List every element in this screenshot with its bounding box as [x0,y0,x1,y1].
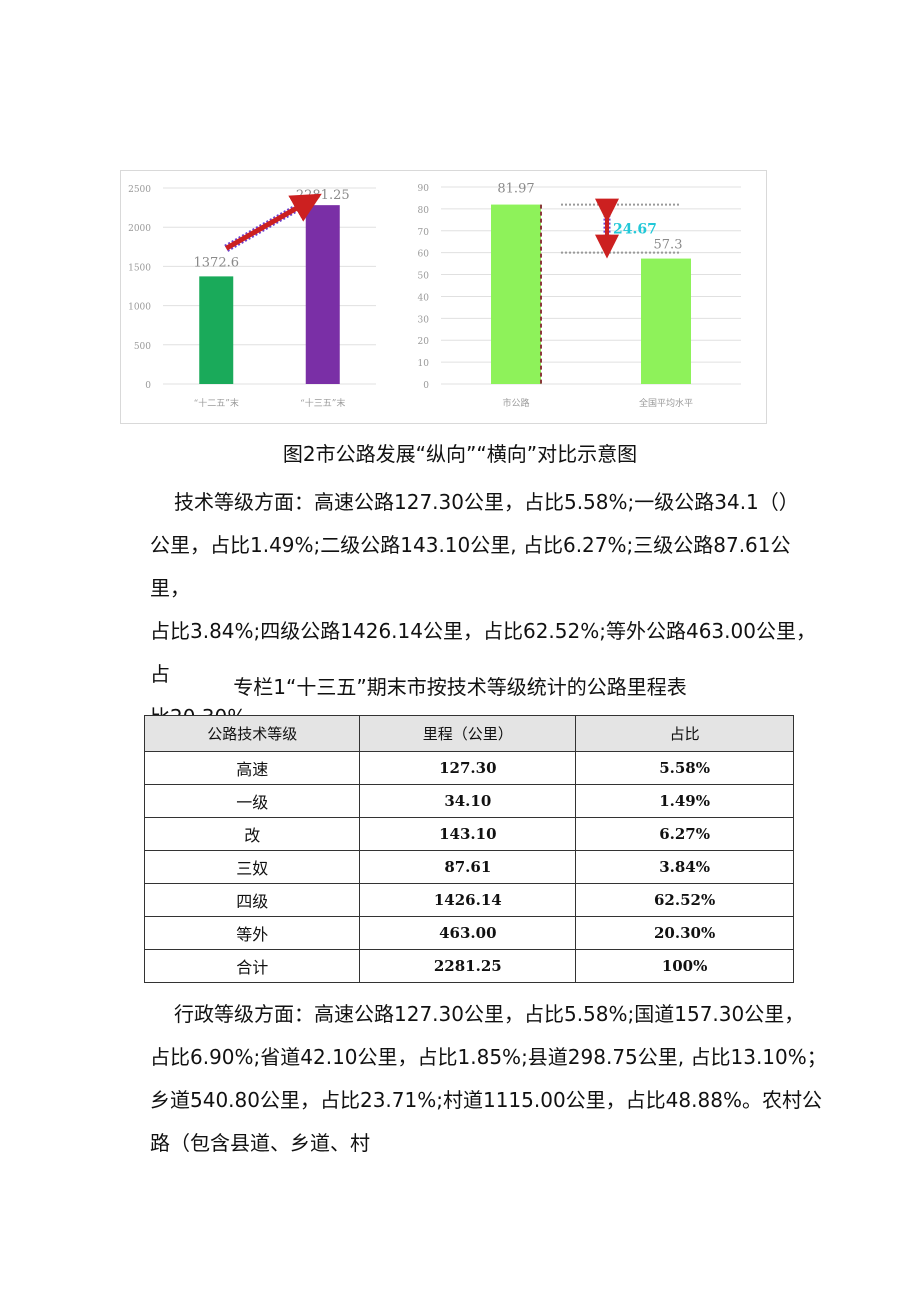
right-chart-bar [641,258,691,384]
cell-share: 6.27% [575,817,794,851]
cell-grade: 四级 [143,883,361,917]
cell-grade: 合计 [143,949,361,983]
table-row: 四级 1426.14 62.52% [143,883,794,917]
paragraph-line: 技术等级方面：高速公路127.30公里，占比5.58%;一级公路34.1（） [174,490,799,514]
right-chart-value-label: 57.3 [654,238,683,253]
cell-grade: 等外 [143,916,361,950]
figure-caption: 图2市公路发展“纵向”“横向”对比示意图 [282,442,638,466]
cell-mileage: 1426.14 [359,883,577,917]
table-header-row: 公路技术等级 里程（公里） 占比 [143,715,794,752]
left-chart-value-label: 1372.6 [194,255,240,270]
right-chart-tick-label: 20 [418,337,430,347]
right-chart-value-label: 81.97 [497,182,534,197]
paragraph-line: 乡道540.80公里，占比23.71%;村道1115.00公里，占比48.88%… [150,1088,822,1112]
cell-share: 3.84% [575,850,794,884]
table-row: 等外 463.00 20.30% [143,916,794,950]
left-chart-tick-label: 1000 [128,303,151,313]
right-chart-tick-label: 10 [418,359,430,369]
paragraph-line: 占比3.84%;四级公路1426.14公里，占比62.52%;等外公路463.0… [150,619,816,686]
left-chart-tick-label: 2500 [128,185,151,195]
admin-grade-paragraph: 行政等级方面：高速公路127.30公里，占比5.58%;国道157.30公里， … [150,993,830,1165]
header-grade: 公路技术等级 [143,715,361,752]
cell-mileage: 34.10 [359,784,577,818]
cell-mileage: 127.30 [359,751,577,785]
cell-share: 1.49% [575,784,794,818]
left-chart-growth-arrow [225,193,322,251]
right-chart-category-label: 全国平均水平 [639,397,693,409]
cell-grade: 高速 [143,751,361,785]
cell-mileage: 2281.25 [359,949,577,983]
left-chart-tick-label: 500 [134,342,151,352]
cell-grade: 改 [143,817,361,851]
header-mileage: 里程（公里） [359,715,577,752]
left-chart-bar [305,205,340,384]
right-chart-tick-label: 0 [423,381,429,391]
right-chart-tick-label: 80 [418,206,430,216]
tech-grade-paragraph: 技术等级方面：高速公路127.30公里，占比5.58%;一级公路34.1（） 公… [150,481,830,739]
table-row: 三奴 87.61 3.84% [143,850,794,884]
right-chart-tick-label: 40 [418,293,430,303]
right-chart-tick-label: 50 [418,272,430,282]
left-chart-category-label: “十三五”末 [300,397,345,409]
table-row: 一级 34.10 1.49% [143,784,794,818]
paragraph-line: 占比6.90%;省道42.10公里，占比1.85%;县道298.75公里, 占比… [150,1045,827,1069]
paragraph-line: 行政等级方面：高速公路127.30公里，占比5.58%;国道157.30公里， [174,1002,805,1026]
paragraph-line: 路（包含县道、乡道、村 [150,1131,370,1155]
right-chart-difference-label: 24.67 [613,222,657,238]
cell-share: 100% [575,949,794,983]
right-chart-category-label: 市公路 [502,397,529,409]
left-chart-bar [199,276,234,384]
cell-share: 62.52% [575,883,794,917]
right-chart-tick-label: 70 [418,228,430,238]
cell-mileage: 143.10 [359,817,577,851]
right-chart-tick-label: 60 [418,250,430,260]
comparison-figure: 0 500 1000 1500 2000 2500 “十二五”末 “十三五”末 1372.6 22… [120,170,767,424]
cell-share: 5.58% [575,751,794,785]
cell-grade: 三奴 [143,850,361,884]
left-chart-tick-label: 0 [145,381,151,391]
header-share: 占比 [575,715,794,752]
left-chart-category-label: “十二五”末 [194,397,239,409]
table-row: 合计 2281.25 100% [143,949,794,983]
cell-mileage: 87.61 [359,850,577,884]
table-row: 高速 127.30 5.58% [143,751,794,785]
left-chart-tick-label: 2000 [128,224,151,234]
cell-share: 20.30% [575,916,794,950]
paragraph-line: 公里，占比1.49%;二级公路143.10公里, 占比6.27%;三级公路87.… [150,533,791,600]
road-grade-table: 公路技术等级 里程（公里） 占比 高速 127.30 5.58% 一级 34.1… [143,715,794,983]
right-chart-bar [491,204,541,384]
left-chart-tick-label: 1500 [128,263,151,273]
right-chart-tick-label: 90 [418,184,430,194]
table-title: 专栏1“十三五”期末市按技术等级统计的公路里程表 [233,675,687,699]
right-chart-tick-label: 30 [418,315,430,325]
cell-grade: 一级 [143,784,361,818]
table-row: 改 143.10 6.27% [143,817,794,851]
left-chart-value-label: 2281.25 [296,188,350,203]
cell-mileage: 463.00 [359,916,577,950]
